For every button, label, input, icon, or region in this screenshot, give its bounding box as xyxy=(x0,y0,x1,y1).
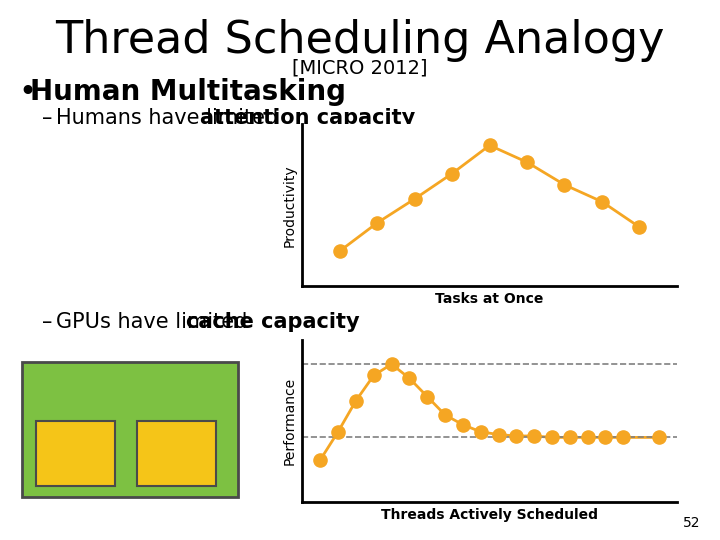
Text: GPU Core: GPU Core xyxy=(100,397,159,410)
Text: Processor: Processor xyxy=(49,446,102,456)
Point xyxy=(596,197,608,206)
Point xyxy=(409,194,420,203)
Y-axis label: Performance: Performance xyxy=(283,377,297,465)
Point xyxy=(386,360,397,368)
Text: [MICRO 2012]: [MICRO 2012] xyxy=(292,58,428,78)
Text: Human Multitasking: Human Multitasking xyxy=(30,78,346,106)
Point xyxy=(421,392,433,401)
Point xyxy=(546,433,558,442)
Point xyxy=(372,219,383,227)
Point xyxy=(457,421,469,429)
Point xyxy=(334,247,346,255)
Text: GPUs have limited: GPUs have limited xyxy=(56,312,254,332)
Point xyxy=(618,433,629,442)
Point xyxy=(634,222,645,231)
Point xyxy=(350,396,361,405)
Text: Humans have limited: Humans have limited xyxy=(56,108,285,128)
Point xyxy=(528,431,540,440)
Point xyxy=(582,433,593,442)
Point xyxy=(439,410,451,419)
Point xyxy=(559,180,570,189)
Point xyxy=(521,158,533,166)
Point xyxy=(368,371,379,380)
Point xyxy=(404,374,415,382)
Point xyxy=(315,456,326,464)
Text: •: • xyxy=(18,78,36,106)
X-axis label: Tasks at Once: Tasks at Once xyxy=(436,292,544,306)
Point xyxy=(475,428,487,436)
Text: Cache: Cache xyxy=(159,446,194,456)
Point xyxy=(564,433,575,442)
Point xyxy=(600,433,611,442)
Text: –: – xyxy=(42,312,53,332)
Text: 52: 52 xyxy=(683,516,700,530)
Y-axis label: Productivity: Productivity xyxy=(283,164,297,247)
Point xyxy=(446,169,458,178)
Text: cache capacity: cache capacity xyxy=(186,312,359,332)
Text: –: – xyxy=(42,108,53,128)
Point xyxy=(492,430,504,439)
Point xyxy=(484,141,495,150)
Text: attention capacity: attention capacity xyxy=(200,108,415,128)
X-axis label: Threads Actively Scheduled: Threads Actively Scheduled xyxy=(381,508,598,522)
Text: Thread Scheduling Analogy: Thread Scheduling Analogy xyxy=(55,18,665,62)
Point xyxy=(333,428,344,436)
Point xyxy=(510,431,522,440)
Point xyxy=(653,433,665,442)
